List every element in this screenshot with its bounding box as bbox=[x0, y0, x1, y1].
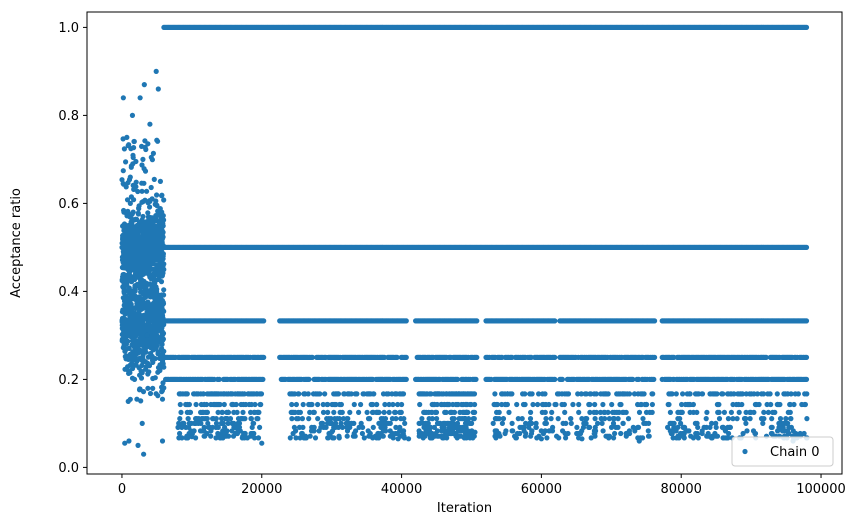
data-point bbox=[141, 82, 147, 88]
x-tick-label: 60000 bbox=[521, 482, 562, 497]
x-tick-label: 40000 bbox=[381, 482, 422, 497]
legend-label-chain-0: Chain 0 bbox=[770, 445, 820, 460]
data-point bbox=[153, 68, 159, 74]
x-tick-label: 100000 bbox=[796, 482, 846, 497]
y-tick-label: 0.8 bbox=[58, 109, 79, 124]
data-point bbox=[189, 434, 195, 440]
y-tick-label: 1.0 bbox=[58, 21, 79, 36]
data-point bbox=[137, 95, 143, 101]
y-tick-label: 0.0 bbox=[58, 461, 79, 476]
data-point bbox=[150, 266, 157, 272]
data-point bbox=[124, 134, 130, 140]
data-point bbox=[131, 376, 138, 382]
data-point bbox=[120, 95, 126, 101]
y-axis-label: Acceptance ratio bbox=[9, 188, 24, 298]
data-point bbox=[234, 429, 240, 435]
legend-box bbox=[731, 436, 834, 467]
data-point bbox=[157, 178, 164, 184]
data-point bbox=[125, 398, 131, 404]
data-points bbox=[119, 24, 810, 457]
data-point bbox=[405, 436, 412, 442]
y-axis: 0.0 0.2 0.4 0.6 0.8 1.0 bbox=[58, 21, 87, 476]
data-point bbox=[159, 438, 166, 444]
data-point bbox=[259, 440, 265, 446]
data-point bbox=[155, 86, 161, 92]
data-point bbox=[140, 156, 146, 162]
axes-frame bbox=[86, 11, 843, 475]
legend-marker-chain-0 bbox=[742, 448, 748, 455]
data-point bbox=[472, 429, 478, 435]
x-axis-label: Iteration bbox=[437, 501, 492, 516]
y-tick-label: 0.4 bbox=[58, 285, 79, 300]
data-point bbox=[141, 451, 147, 457]
x-axis: 0 20000 40000 60000 80000 100000 bbox=[118, 474, 846, 497]
y-tick-label: 0.6 bbox=[58, 197, 79, 212]
data-point bbox=[134, 222, 140, 228]
data-point bbox=[720, 425, 726, 431]
data-point bbox=[329, 429, 335, 435]
x-tick-label: 20000 bbox=[241, 482, 282, 497]
data-point bbox=[395, 436, 401, 442]
data-point bbox=[129, 112, 136, 118]
data-point bbox=[139, 420, 145, 426]
data-point bbox=[127, 200, 133, 206]
data-point bbox=[636, 438, 642, 444]
scatter-points-chain-0 bbox=[119, 24, 810, 441]
x-tick-label: 0 bbox=[118, 482, 126, 497]
x-tick-label: 80000 bbox=[661, 482, 702, 497]
data-point bbox=[135, 442, 141, 448]
data-point bbox=[538, 436, 544, 442]
y-tick-label: 0.2 bbox=[58, 373, 79, 388]
data-point bbox=[144, 332, 150, 338]
data-point bbox=[147, 121, 153, 127]
data-point bbox=[579, 436, 585, 442]
legend: Chain 0 bbox=[731, 436, 834, 467]
data-point bbox=[126, 438, 132, 444]
data-point bbox=[121, 288, 127, 294]
data-point bbox=[122, 440, 128, 446]
